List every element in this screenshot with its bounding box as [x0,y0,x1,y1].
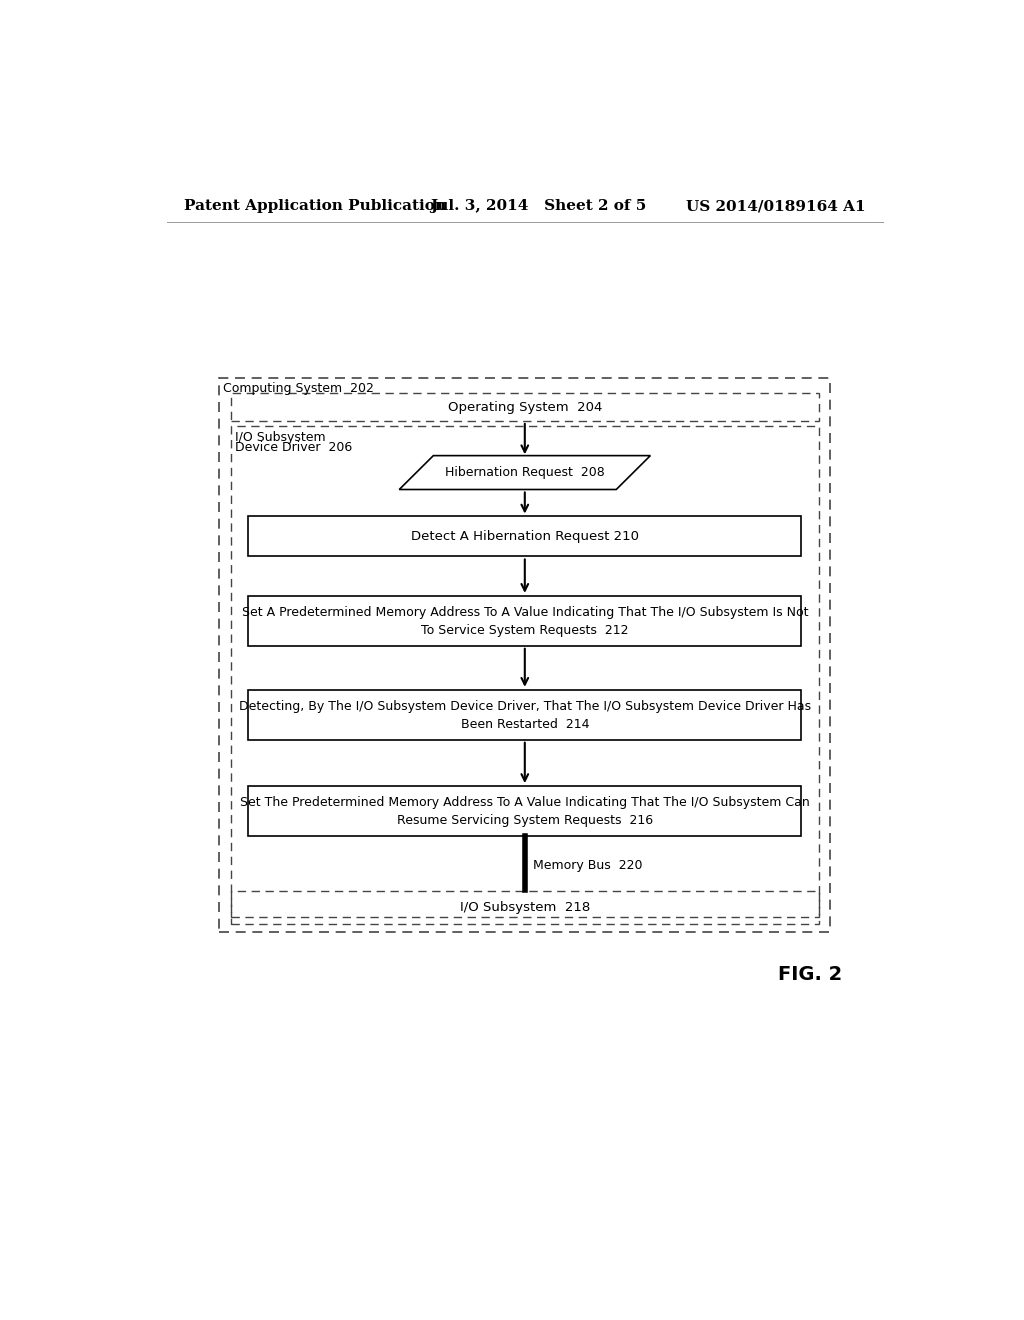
Text: Memory Bus  220: Memory Bus 220 [532,859,642,871]
Text: Set A Predetermined Memory Address To A Value Indicating That The I/O Subsystem : Set A Predetermined Memory Address To A … [242,606,808,619]
Text: FIG. 2: FIG. 2 [778,965,842,985]
Text: US 2014/0189164 A1: US 2014/0189164 A1 [686,199,865,213]
Bar [231,426,818,917]
Text: Resume Servicing System Requests  216: Resume Servicing System Requests 216 [396,814,653,828]
Text: Patent Application Publication: Patent Application Publication [183,199,445,213]
Bar [248,785,802,836]
Text: Jul. 3, 2014   Sheet 2 of 5: Jul. 3, 2014 Sheet 2 of 5 [430,199,646,213]
Text: Set The Predetermined Memory Address To A Value Indicating That The I/O Subsyste: Set The Predetermined Memory Address To … [240,796,810,809]
Bar [219,378,830,932]
Bar [248,595,802,645]
Text: Detect A Hibernation Request 210: Detect A Hibernation Request 210 [411,529,639,543]
Bar [231,393,818,421]
Text: I/O Subsystem: I/O Subsystem [234,430,326,444]
Text: Detecting, By The I/O Subsystem Device Driver, That The I/O Subsystem Device Dri: Detecting, By The I/O Subsystem Device D… [239,700,811,713]
Text: Device Driver  206: Device Driver 206 [234,441,352,454]
Text: Been Restarted  214: Been Restarted 214 [461,718,589,731]
Polygon shape [399,455,650,490]
Text: Hibernation Request  208: Hibernation Request 208 [444,466,605,479]
Text: To Service System Requests  212: To Service System Requests 212 [421,624,629,638]
Bar [248,516,802,557]
Text: Operating System  204: Operating System 204 [447,400,602,413]
Bar [248,689,802,739]
Text: Computing System  202: Computing System 202 [222,381,374,395]
Bar [231,891,818,924]
Text: I/O Subsystem  218: I/O Subsystem 218 [460,902,590,915]
